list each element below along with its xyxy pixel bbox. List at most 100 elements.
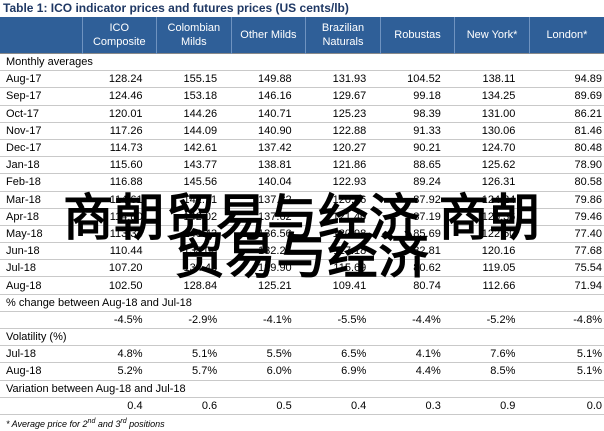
row-label: Sep-17 bbox=[0, 87, 82, 106]
cell: 140.43 bbox=[156, 225, 232, 244]
cell: 5.2% bbox=[82, 362, 157, 381]
column-header: Robustas bbox=[379, 17, 455, 54]
cell: 116.88 bbox=[82, 173, 157, 192]
row-label: Aug-18 bbox=[0, 362, 82, 381]
cell: 125.23 bbox=[305, 105, 381, 123]
cell: 124.46 bbox=[82, 87, 157, 106]
cell: 124.70 bbox=[454, 139, 530, 158]
price-table: ICO Composite Colombian Milds Other Milds B… bbox=[0, 17, 604, 415]
cell: 131.00 bbox=[454, 105, 530, 123]
overlay-text: 商朝贸易与经济 商朝 bbox=[63, 189, 541, 247]
section-label: % change between Aug-18 and Jul-18 bbox=[0, 293, 604, 312]
row-label: Jun-18 bbox=[0, 242, 82, 261]
data-row: Dec-17 114.73 142.61 137.42 120.27 90.21 124.7… bbox=[0, 139, 604, 158]
cell: 77.68 bbox=[529, 242, 604, 261]
cell: 115.60 bbox=[82, 156, 157, 175]
footnote: * Average price for 2nd and 3rd position… bbox=[0, 415, 604, 431]
cell: -4.1% bbox=[231, 311, 306, 330]
footnote-sup: rd bbox=[120, 417, 127, 425]
cell: 4.8% bbox=[82, 345, 157, 364]
cell: 145.56 bbox=[156, 173, 232, 192]
cell: -4.8% bbox=[529, 311, 604, 330]
table-title: Table 1: ICO indicator prices and future… bbox=[3, 1, 349, 15]
cell: 144.26 bbox=[156, 105, 232, 123]
cell: 137.32 bbox=[231, 191, 306, 209]
row-label: Aug-17 bbox=[0, 70, 82, 89]
column-header: New York* bbox=[454, 17, 530, 54]
cell: 113.34 bbox=[82, 225, 157, 244]
cell: 80.62 bbox=[380, 259, 455, 278]
cell: 0.3 bbox=[380, 397, 455, 415]
cell: 110.44 bbox=[82, 242, 157, 261]
row-label: Oct-17 bbox=[0, 105, 82, 123]
cell: -4.4% bbox=[380, 311, 455, 330]
cell: 107.20 bbox=[82, 259, 157, 278]
cell: 120.98 bbox=[305, 225, 381, 244]
cell: 7.6% bbox=[454, 345, 530, 364]
cell: 153.18 bbox=[156, 87, 232, 106]
cell: 130.06 bbox=[454, 122, 530, 140]
row-label: Aug-18 bbox=[0, 276, 82, 295]
section-row: Volatility (%) bbox=[0, 327, 604, 347]
cell: 128.24 bbox=[82, 70, 157, 89]
cell: 98.39 bbox=[380, 105, 455, 123]
cell: 115.69 bbox=[305, 259, 381, 278]
cell: 121.40 bbox=[305, 208, 381, 226]
cell: 79.46 bbox=[529, 208, 604, 226]
cell: 6.9% bbox=[305, 362, 381, 381]
empty-cell bbox=[0, 397, 82, 415]
cell: 138.81 bbox=[231, 156, 306, 175]
table-body: Monthly averages Aug-17 128.24 155.15 149.88… bbox=[0, 52, 604, 415]
data-row: Feb-18 116.88 145.56 140.04 122.93 89.24 126.3… bbox=[0, 173, 604, 192]
section-label: Volatility (%) bbox=[0, 327, 604, 347]
cell: 6.5% bbox=[305, 345, 381, 364]
cell: 142.61 bbox=[156, 139, 232, 158]
row-label: Jan-18 bbox=[0, 156, 82, 175]
cell: 134.25 bbox=[454, 87, 530, 106]
cell: 137.62 bbox=[231, 208, 306, 226]
data-row: Aug-18 102.50 128.84 125.21 109.41 80.74 112.6… bbox=[0, 276, 604, 295]
cell: 119.05 bbox=[454, 259, 530, 278]
data-row: Sep-17 124.46 153.18 146.16 129.67 99.18 134.2… bbox=[0, 87, 604, 106]
footnote-sup: nd bbox=[87, 417, 96, 425]
cell: 4.1% bbox=[380, 345, 455, 364]
data-row: Oct-17 120.01 144.26 140.71 125.23 98.39 131.0… bbox=[0, 105, 604, 123]
cell: 120.16 bbox=[454, 242, 530, 261]
cell: 138.06 bbox=[156, 242, 232, 261]
cell: 142.71 bbox=[156, 191, 232, 209]
cell: 124.24 bbox=[454, 191, 530, 209]
cell: 88.65 bbox=[380, 156, 455, 175]
cell: 117.18 bbox=[305, 242, 381, 261]
header-row: ICO Composite Colombian Milds Other Milds B… bbox=[0, 17, 604, 54]
cell: 102.50 bbox=[82, 276, 157, 295]
cell: 149.88 bbox=[231, 70, 306, 89]
cell: 0.5 bbox=[231, 397, 306, 415]
cell: 0.6 bbox=[156, 397, 232, 415]
cell: 122.93 bbox=[305, 173, 381, 192]
cell: 146.16 bbox=[231, 87, 306, 106]
cell: 136.56 bbox=[231, 225, 306, 244]
row-label: Apr-18 bbox=[0, 208, 82, 226]
cell: 142.02 bbox=[156, 208, 232, 226]
cell: 109.41 bbox=[305, 276, 381, 295]
cell: 120.86 bbox=[305, 191, 381, 209]
footnote-text: and 3 bbox=[95, 418, 121, 429]
cell: 122.88 bbox=[305, 122, 381, 140]
cell: 125.62 bbox=[454, 156, 530, 175]
cell: 120.01 bbox=[82, 105, 157, 123]
row-label: Jul-18 bbox=[0, 259, 82, 278]
cell: 0.0 bbox=[529, 397, 604, 415]
overlay-text: 贸易与经济 bbox=[174, 227, 430, 285]
cell: 138.11 bbox=[454, 70, 530, 89]
cell: 5.1% bbox=[529, 362, 604, 381]
column-header: Colombian Milds bbox=[156, 17, 232, 54]
data-row: Mar-18 114.61 142.71 137.32 120.86 87.92 124.2… bbox=[0, 191, 604, 209]
cell: 134.46 bbox=[156, 259, 232, 278]
cell: 90.21 bbox=[380, 139, 455, 158]
cell: 89.24 bbox=[380, 173, 455, 192]
cell: 143.77 bbox=[156, 156, 232, 175]
cell: 114.80 bbox=[82, 208, 157, 226]
data-row: Jul-18 4.8% 5.1% 5.5% 6.5% 4.1% 7.6% 5.1% bbox=[0, 345, 604, 364]
cell: 144.09 bbox=[156, 122, 232, 140]
